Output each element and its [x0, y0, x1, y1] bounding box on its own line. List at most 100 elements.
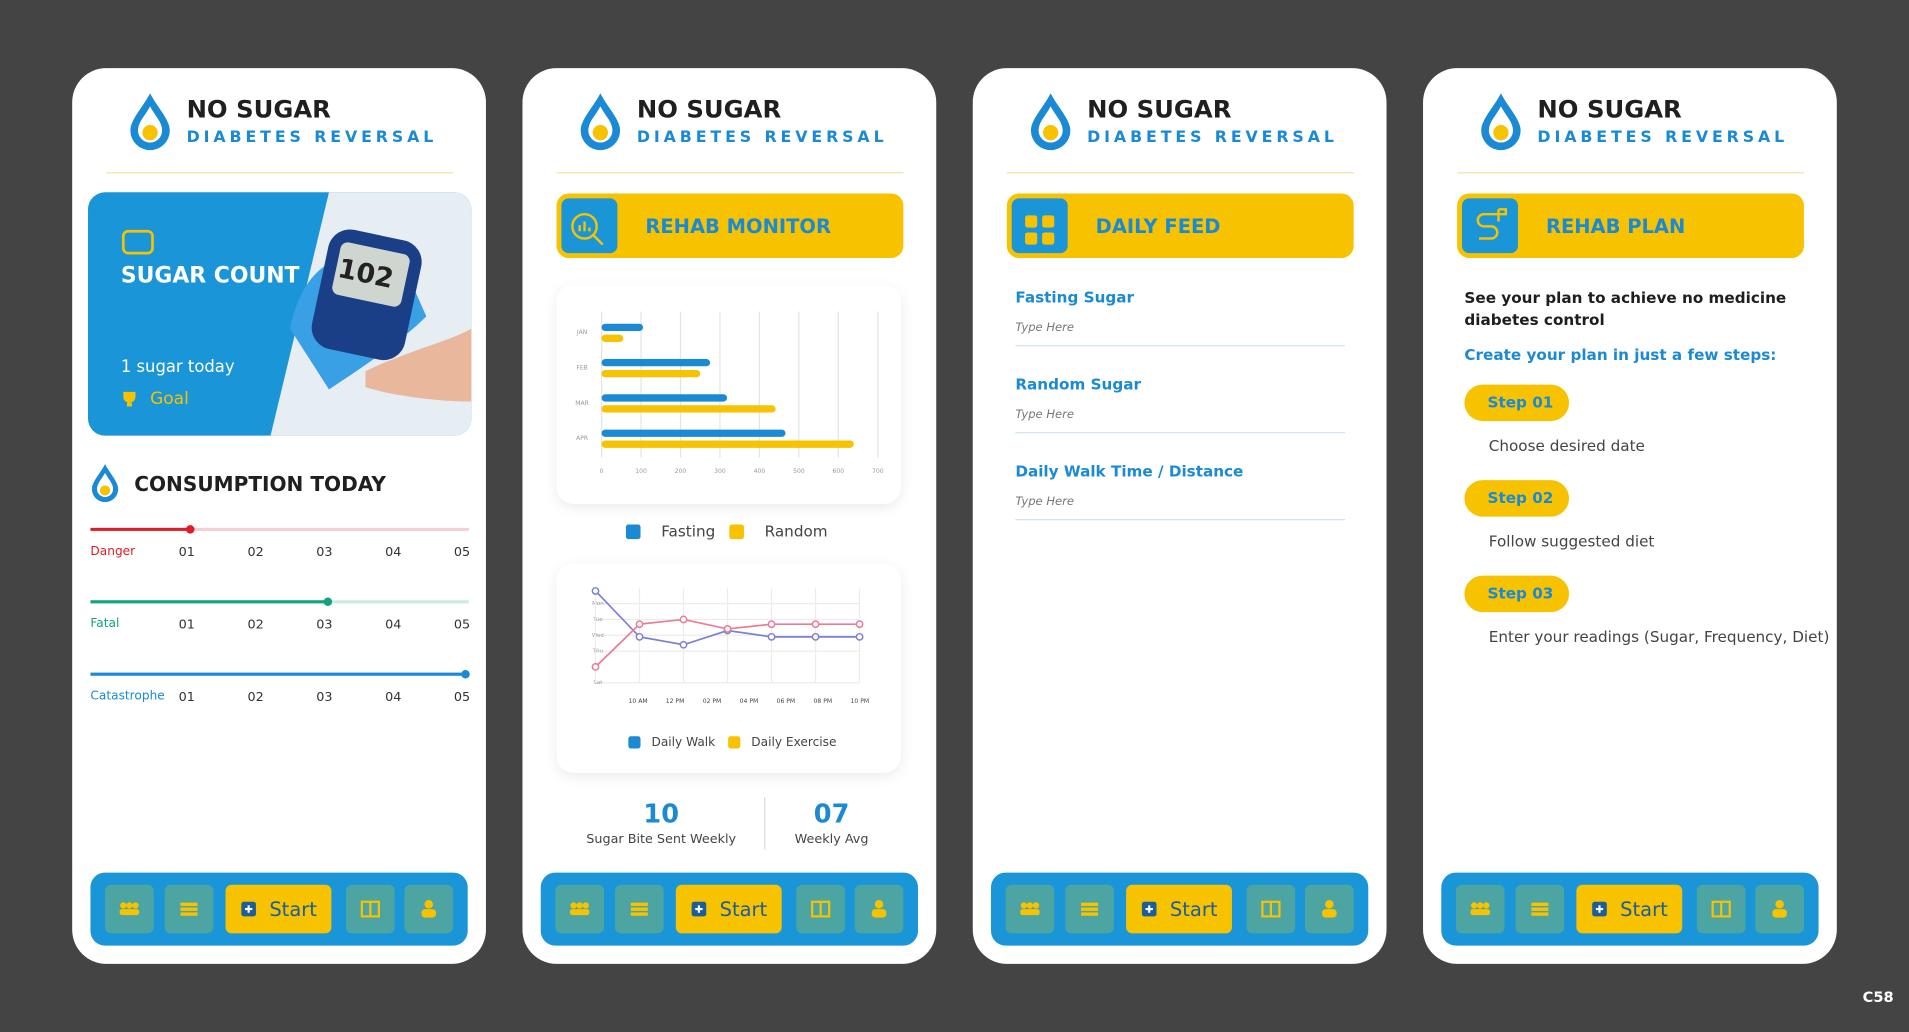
banner-title: REHAB PLAN	[1546, 215, 1685, 238]
meter-screen	[332, 242, 410, 307]
plan-subtitle: Create your plan in just a few steps:	[1464, 346, 1776, 364]
point	[855, 632, 864, 641]
icon	[180, 912, 198, 916]
brand-tagline: DIABETES REVERSAL	[187, 127, 438, 146]
banner-icon-box	[1011, 198, 1068, 254]
brand-name: NO SUGAR	[187, 95, 332, 124]
y-tick-label: Mon	[592, 601, 604, 607]
start-button[interactable]	[675, 884, 782, 934]
field-input[interactable]: Type Here	[1015, 407, 1074, 421]
slider-label: Catastrophe	[90, 689, 164, 703]
y-tick-label: Thu	[592, 649, 603, 655]
icon	[119, 909, 140, 916]
icon	[180, 907, 198, 911]
start-icon-plus	[1145, 905, 1153, 913]
banner	[1457, 193, 1804, 258]
chart-card	[556, 563, 901, 773]
field-input[interactable]: Type Here	[1015, 320, 1074, 334]
point	[811, 632, 820, 641]
y-tick-label: JAN	[576, 329, 587, 336]
x-tick-label: 500	[793, 468, 805, 475]
slider-tick-label: 03	[316, 545, 332, 560]
slider-tick-label: 02	[247, 690, 263, 705]
legend-swatch	[628, 736, 641, 749]
y-tick-label: Sat	[593, 680, 603, 686]
step-pill	[1464, 384, 1570, 422]
point	[591, 587, 600, 595]
slider-thumb[interactable]	[461, 669, 470, 679]
start-button[interactable]	[225, 884, 332, 934]
legend-swatch	[728, 736, 741, 749]
intro-text: See your plan to achieve no medicine dia…	[1464, 288, 1787, 329]
icon	[871, 909, 887, 918]
banner-title: REHAB MONITOR	[645, 215, 831, 238]
icon	[1772, 909, 1787, 918]
icon	[1775, 899, 1784, 909]
start-icon-plus	[1595, 905, 1604, 913]
banner-icon	[1042, 215, 1055, 228]
icon	[1020, 902, 1028, 909]
point	[811, 620, 820, 629]
finger	[365, 328, 472, 402]
step-pill	[1464, 480, 1570, 517]
brand-tagline: DIABETES REVERSAL	[1537, 127, 1788, 146]
banner-icon	[1476, 208, 1508, 240]
trophy	[123, 391, 136, 407]
x-tick-label: 02 PM	[703, 698, 722, 705]
icon	[1020, 909, 1040, 916]
start-label: Start	[1170, 898, 1218, 921]
step-text: Choose desired date	[1489, 437, 1645, 455]
slider-tick-label: 01	[179, 617, 195, 632]
field-label: Random Sugar	[1015, 376, 1141, 394]
y-tick-label: APR	[576, 435, 589, 442]
banner-icon	[1025, 232, 1038, 245]
start-button[interactable]	[1576, 884, 1683, 934]
step-text: Enter your readings (Sugar, Frequency, D…	[1489, 628, 1830, 646]
banner-icon	[1025, 215, 1038, 228]
icon	[1531, 907, 1549, 911]
y-tick-label: MAR	[575, 400, 589, 407]
x-tick-label: 08 PM	[814, 698, 833, 705]
step-label: Step 01	[1488, 393, 1554, 411]
bar	[601, 394, 728, 402]
stat-value: 07	[814, 799, 850, 829]
intro: See your plan to achieve no medicine dia…	[1464, 288, 1787, 329]
step-label: Step 03	[1488, 584, 1554, 602]
step-pill	[1464, 575, 1570, 613]
chart-card	[556, 284, 901, 504]
slider-thumb[interactable]	[185, 525, 195, 534]
point	[591, 663, 600, 671]
icon	[1026, 902, 1034, 909]
legend-swatch	[729, 524, 744, 540]
brand-name: NO SUGAR	[1087, 95, 1232, 124]
banner-title: DAILY FEED	[1096, 215, 1221, 238]
y-tick-label: Wed	[592, 633, 604, 639]
sugar-today: 1 sugar today	[121, 357, 235, 376]
icon	[120, 902, 127, 909]
step-label: Step 02	[1488, 489, 1554, 507]
start-label: Start	[1620, 898, 1668, 921]
icon	[1032, 902, 1040, 909]
start-icon-plus	[695, 905, 703, 913]
icon	[1470, 902, 1478, 909]
brand-tagline: DIABETES REVERSAL	[637, 127, 888, 146]
stat-value: 10	[643, 799, 679, 829]
field-input[interactable]: Type Here	[1015, 494, 1074, 508]
slider-thumb[interactable]	[323, 597, 333, 607]
icon	[576, 902, 583, 909]
point	[767, 632, 776, 641]
slider-tick-label: 03	[316, 617, 332, 632]
icon	[1081, 912, 1099, 916]
bar	[601, 369, 701, 378]
x-tick-label: 12 PM	[666, 698, 685, 705]
slider-tick-label: 02	[247, 617, 263, 632]
y-tick-label: FEB	[576, 365, 588, 372]
brand-name: NO SUGAR	[637, 95, 782, 124]
bar	[601, 359, 711, 367]
bar	[601, 323, 644, 332]
x-tick-label: 200	[675, 468, 687, 475]
y-tick-label: Tue	[592, 617, 603, 623]
point	[679, 640, 688, 649]
field-label: Fasting Sugar	[1015, 289, 1134, 307]
start-button[interactable]	[1126, 884, 1232, 934]
